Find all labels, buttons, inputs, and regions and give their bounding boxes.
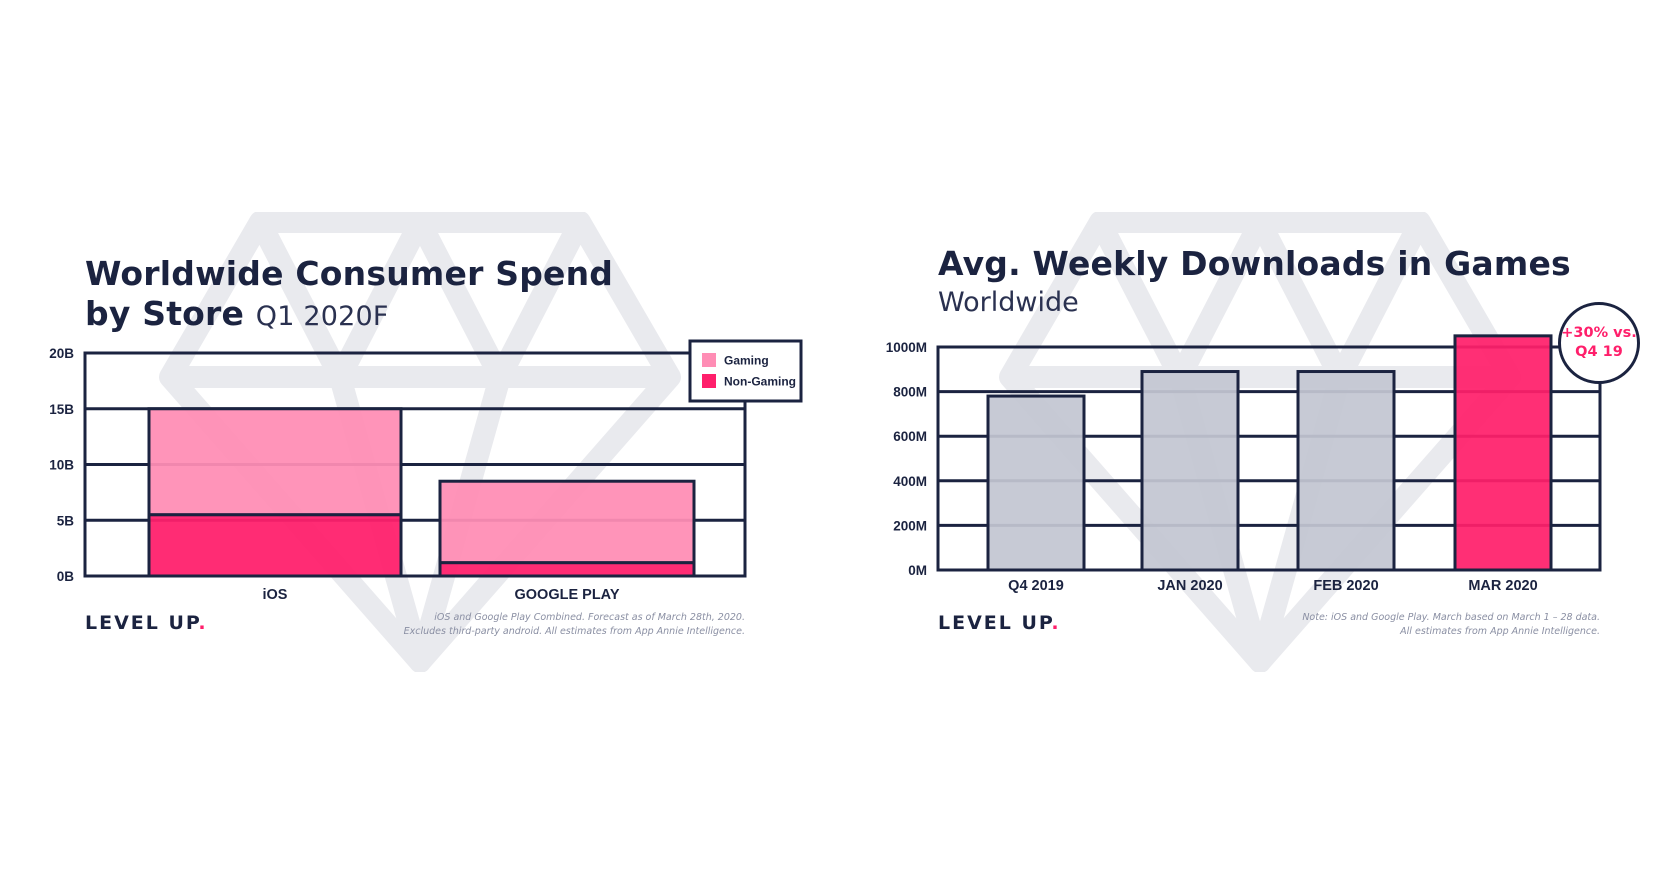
y-tick-label: 0B <box>57 569 75 584</box>
weekly-downloads-panel: Avg. Weekly Downloads in Games Worldwide… <box>840 0 1680 880</box>
brand-text: LEVEL UP <box>85 612 199 634</box>
spend-footnote-line1: iOS and Google Play Combined. Forecast a… <box>434 612 745 623</box>
callout-line1: +30% vs. <box>1561 325 1637 341</box>
x-category-label: GOOGLE PLAY <box>514 587 619 603</box>
spend-bar-chart: 0B 5B 10B 15B 20B iOS GOOGLE PLAY Gaming Non-Gam… <box>49 339 803 603</box>
legend-box <box>688 339 803 403</box>
bar-gaming <box>438 479 696 565</box>
legend-label: Non-Gaming <box>724 375 796 389</box>
legend-swatch <box>702 353 716 367</box>
y-tick-label: 5B <box>57 513 75 528</box>
x-category-label: MAR 2020 <box>1468 578 1537 594</box>
brand-dot: . <box>1051 612 1061 634</box>
brand-text: LEVEL UP <box>938 612 1052 634</box>
y-tick-label: 200M <box>893 518 927 533</box>
growth-callout-badge: +30% vs. Q4 19 <box>1558 302 1640 384</box>
y-tick-label: 15B <box>49 402 74 417</box>
downloads-chart-title: Avg. Weekly Downloads in Games <box>938 244 1571 283</box>
spend-footnote: iOS and Google Play Combined. Forecast a… <box>345 611 745 639</box>
spend-footnote-line2: Excludes third-party android. All estima… <box>403 626 745 637</box>
spend-title-suffix: Q1 2020F <box>255 301 389 332</box>
y-tick-label: 400M <box>893 474 927 489</box>
consumer-spend-panel: Worldwide Consumer Spend by Store Q1 202… <box>49 212 803 672</box>
brand-dot: . <box>198 612 208 634</box>
legend-label: Gaming <box>724 354 769 368</box>
bar-gaming <box>147 407 403 517</box>
bar <box>1296 370 1396 572</box>
bar <box>1453 334 1553 572</box>
spend-chart-title: Worldwide Consumer Spend by Store Q1 202… <box>85 254 613 337</box>
y-tick-label: 1000M <box>886 340 927 355</box>
x-category-label: JAN 2020 <box>1157 578 1222 594</box>
downloads-footnote: Note: iOS and Google Play. March based o… <box>1200 611 1600 639</box>
y-tick-label: 20B <box>49 346 74 361</box>
spend-title-line1: Worldwide Consumer Spend <box>85 254 614 293</box>
bar <box>1140 370 1240 572</box>
y-tick-label: 10B <box>49 458 74 473</box>
bar-non-gaming <box>438 561 696 578</box>
x-category-label: Q4 2019 <box>1008 578 1064 594</box>
legend-swatch <box>702 374 716 388</box>
level-up-logo: LEVEL UP. <box>85 612 208 634</box>
bar <box>986 394 1086 572</box>
y-tick-label: 800M <box>893 385 927 400</box>
downloads-chart-subtitle: Worldwide <box>938 287 1079 318</box>
downloads-bar-chart: 0M 200M 400M 600M 800M 1000M Q4 2019 JAN 2020 FE… <box>886 334 1602 594</box>
callout-line2: Q4 19 <box>1575 344 1623 360</box>
downloads-footnote-line1: Note: iOS and Google Play. March based o… <box>1302 612 1600 623</box>
level-up-logo: LEVEL UP. <box>938 612 1061 634</box>
bar-non-gaming <box>147 513 403 578</box>
y-tick-label: 600M <box>893 429 927 444</box>
downloads-footnote-line2: All estimates from App Annie Intelligenc… <box>1400 626 1600 637</box>
x-category-label: FEB 2020 <box>1313 578 1378 594</box>
spend-title-line2: by Store <box>85 294 245 333</box>
x-category-label: iOS <box>263 587 288 603</box>
y-tick-label: 0M <box>908 563 927 578</box>
